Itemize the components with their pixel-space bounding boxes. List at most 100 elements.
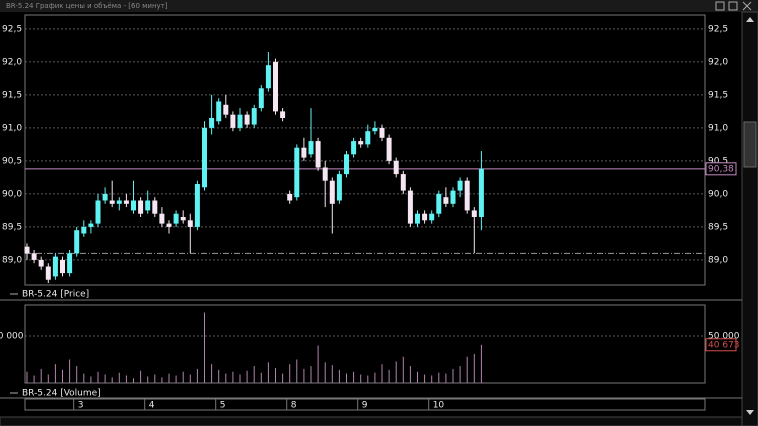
candle-body	[315, 141, 321, 168]
date-label: 9	[362, 401, 368, 411]
candle-body	[400, 174, 406, 191]
candle-body	[116, 200, 122, 204]
current-label-box	[705, 162, 737, 176]
candle-body	[187, 220, 193, 227]
candle-body	[194, 183, 200, 227]
legend-label: BR-5.24 [Price]	[22, 290, 89, 300]
scroll-down[interactable]	[746, 410, 754, 415]
candle-body	[436, 193, 442, 214]
candle-body	[52, 256, 58, 277]
candle-body	[202, 127, 207, 188]
candle-body	[443, 197, 449, 204]
candle-body	[450, 190, 456, 204]
legend-label: BR-5.24 [Volume]	[22, 389, 101, 399]
date-axis	[24, 398, 706, 411]
candle-body	[464, 180, 470, 211]
horizontal-scrollbar[interactable]	[0, 416, 743, 426]
candle-body	[365, 131, 371, 145]
y-tick-label-left: 89,0	[2, 255, 22, 265]
y-tick-label: 91,0	[708, 123, 728, 133]
candle-body	[74, 230, 80, 254]
vertical-scrollbar[interactable]	[741, 11, 758, 426]
volume-pane	[24, 304, 706, 384]
close-button[interactable]	[742, 1, 752, 11]
candle-body	[159, 213, 165, 224]
y-tick-label-left: 90,0	[2, 189, 22, 199]
candle-body	[45, 266, 51, 280]
candle-body	[223, 104, 229, 115]
y-tick-label: 90,5	[708, 156, 728, 166]
y-tick-label: 92,0	[708, 57, 728, 67]
candle-body	[344, 154, 349, 175]
candle-body	[67, 253, 73, 274]
title-bar	[0, 0, 758, 12]
candle-body	[244, 114, 250, 125]
candle-body	[393, 160, 399, 175]
price-pane	[24, 14, 706, 286]
candle-body	[38, 259, 44, 267]
scroll-up[interactable]	[746, 17, 754, 22]
candle-body	[372, 127, 378, 132]
candle-body	[379, 127, 385, 138]
y-tick-label-left: 90,5	[2, 156, 22, 166]
candle-body	[131, 200, 136, 211]
current-label-box	[705, 338, 737, 352]
candle-body	[301, 147, 307, 158]
y-tick-label-left: 91,5	[2, 90, 22, 100]
candle-body	[258, 88, 264, 109]
candle-body	[152, 200, 158, 214]
candle-body	[351, 141, 357, 155]
candle-body	[102, 193, 108, 201]
candle-body	[457, 180, 463, 191]
maximize-button[interactable]	[728, 1, 738, 11]
date-label: 10	[433, 401, 445, 411]
candle-body	[429, 213, 435, 221]
date-label: 8	[291, 401, 297, 411]
candle-body	[273, 61, 278, 112]
candle-body	[88, 223, 94, 227]
candle-body	[173, 213, 179, 224]
candle-body	[209, 117, 215, 128]
candle-body	[109, 200, 115, 204]
candle-body	[123, 200, 129, 204]
candle-body	[138, 200, 144, 214]
y-tick-label-left: 92,0	[2, 57, 22, 67]
window-controls[interactable]	[715, 1, 752, 11]
candle-body	[230, 114, 236, 128]
candle-body	[24, 246, 30, 254]
candle-body	[329, 180, 335, 204]
candle-body	[166, 223, 172, 227]
candle-body	[237, 114, 243, 128]
candle-body	[336, 174, 342, 201]
candle-body	[180, 217, 186, 221]
candle-body	[216, 101, 222, 122]
window-title: BR-5.24 График цены и объёма - [60 минут…	[6, 2, 168, 10]
candle-body	[308, 141, 314, 155]
scroll-thumb[interactable]	[743, 121, 757, 168]
y-tick-label-left: 50 000	[0, 332, 24, 342]
y-tick-label: 89,0	[708, 255, 728, 265]
candle-body	[386, 137, 392, 161]
candle-body	[422, 213, 428, 221]
candle-body	[287, 193, 293, 201]
candle-body	[95, 200, 101, 224]
y-tick-label-left: 89,5	[2, 222, 22, 232]
current-label: 40 673	[708, 340, 740, 350]
y-tick-label-left: 91,0	[2, 123, 22, 133]
candle-body	[81, 226, 87, 234]
date-label: 3	[78, 401, 84, 411]
candle-body	[415, 213, 420, 224]
candle-body	[31, 253, 37, 260]
candle-body	[478, 168, 484, 218]
candle-body	[60, 259, 65, 274]
current-label: 90,38	[708, 164, 734, 174]
candle-body	[358, 141, 364, 145]
y-tick-label-left: 92,5	[2, 24, 22, 34]
minimize-button[interactable]	[715, 1, 725, 11]
candle-body	[265, 65, 271, 89]
candle-body	[407, 190, 413, 224]
y-tick-label: 92,5	[708, 24, 728, 34]
